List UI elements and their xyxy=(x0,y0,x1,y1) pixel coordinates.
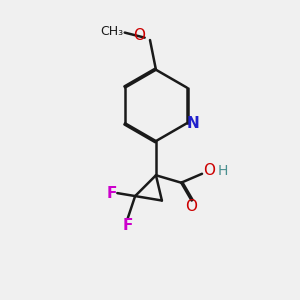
Text: O: O xyxy=(134,28,146,43)
Text: F: F xyxy=(122,218,133,233)
Text: O: O xyxy=(186,199,198,214)
Text: F: F xyxy=(106,186,116,201)
Text: N: N xyxy=(187,116,200,131)
Text: CH₃: CH₃ xyxy=(100,25,123,38)
Text: H: H xyxy=(218,164,228,178)
Text: O: O xyxy=(203,163,215,178)
